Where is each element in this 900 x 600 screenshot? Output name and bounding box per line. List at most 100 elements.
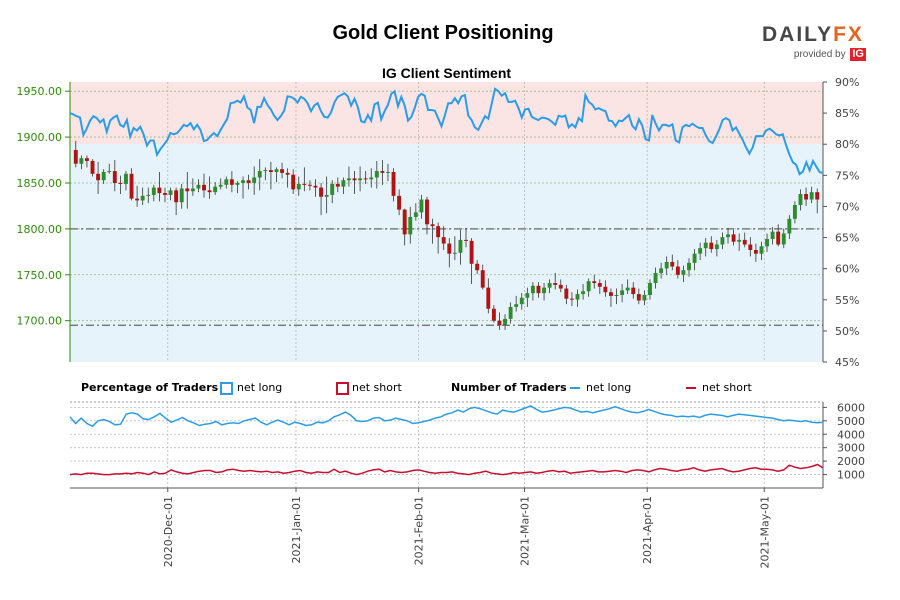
candle-body [569,298,574,300]
candle-body [413,212,418,217]
candle-body [90,160,95,174]
candle-body [687,262,691,271]
candle-body [809,192,814,200]
candle-body [408,216,413,235]
candle-body [202,184,206,191]
bottom-tick-label: 4000 [837,428,865,441]
candle-body [497,320,502,326]
legend-num-net-short: net short [702,381,752,394]
candle-body [257,171,262,178]
right-tick-label: 90% [835,76,859,89]
candle-body [586,281,591,292]
left-tick-label: 1750.00 [17,269,63,282]
candle-body [151,187,156,195]
long-majority-zone [70,144,823,362]
candle-body [458,239,463,253]
candle-body [252,177,257,183]
x-date-tick-label: 2021-Feb-01 [413,496,426,565]
candle-body [575,294,580,300]
candle-body [430,224,435,227]
candle-body [648,283,652,295]
candle-body [346,178,351,181]
candle-body [118,182,123,184]
bottom-tick-label: 5000 [837,415,865,428]
candle-body [469,240,474,264]
candle-body [324,194,329,197]
bottom-tick-label: 3000 [837,442,865,455]
candle-body [218,184,223,187]
candle-body [536,285,541,294]
candle-body [363,178,368,180]
candle-body [547,283,552,288]
candle-body [397,195,402,210]
x-date-tick-label: 2021-Apr-01 [641,496,654,564]
candle-body [798,194,803,206]
candle-body [124,173,128,184]
candle-body [714,244,719,250]
candle-body [475,263,480,271]
candle-body [620,290,625,295]
candle-body [179,188,184,203]
candle-body [235,182,240,185]
left-tick-label: 1800.00 [17,223,63,236]
candle-body [464,239,468,241]
candle-body [503,318,507,326]
chart-subtitle: IG Client Sentiment [381,65,512,81]
candle-body [787,218,792,234]
candle-body [101,171,106,181]
legend-net-long-line [570,387,580,389]
logo-wordmark: DAILYFX [762,23,864,46]
candle-body [79,158,84,164]
candle-body [352,178,357,181]
right-tick-label: 55% [835,294,859,307]
candle-body [720,237,725,245]
candle-body [129,173,134,199]
dailyfx-logo: DAILYFX provided by IG [762,24,866,61]
right-tick-label: 85% [835,107,859,120]
candle-body [737,239,742,242]
candle-body [313,185,318,188]
candle-body [659,268,664,273]
candle-body [447,243,452,254]
candle-body [157,187,162,194]
candle-body [330,183,335,195]
legend-number-title: Number of Traders [451,381,567,394]
candle-body [609,292,613,296]
bottom-tick-label: 6000 [837,401,865,414]
right-tick-label: 75% [835,169,859,182]
candle-body [274,169,279,172]
net-long-count-line [69,405,824,428]
candle-body [229,179,234,185]
left-tick-label: 1850.00 [17,177,63,190]
legend-net-short-swatch [336,382,349,395]
candle-body [597,283,602,287]
candle-body [268,170,273,172]
candle-body [636,294,641,301]
candle-body [486,287,491,309]
candle-body [525,293,530,298]
candle-body [246,180,251,183]
candle-body [592,281,597,284]
right-tick-label: 65% [835,232,859,245]
candle-body [564,288,569,299]
legend-net-long-swatch [220,382,233,395]
candle-body [742,239,747,245]
legend-pct-net-long: net long [237,381,283,394]
candle-body [519,297,524,305]
left-tick-label: 1700.00 [17,315,63,328]
candle-body [753,250,758,254]
candle-body [631,287,636,295]
candle-body [213,186,218,193]
candle-body [112,171,117,183]
candle-body [73,149,78,164]
candle-body [452,252,457,254]
candle-body [698,248,703,254]
candle-body [241,180,245,183]
candle-body [307,184,312,186]
candle-body [285,172,290,175]
candle-body [190,188,195,192]
x-date-tick-label: 2021-Mar-01 [519,496,532,566]
candle-body [480,270,485,288]
candle-body [703,242,708,249]
candle-body [419,199,424,213]
